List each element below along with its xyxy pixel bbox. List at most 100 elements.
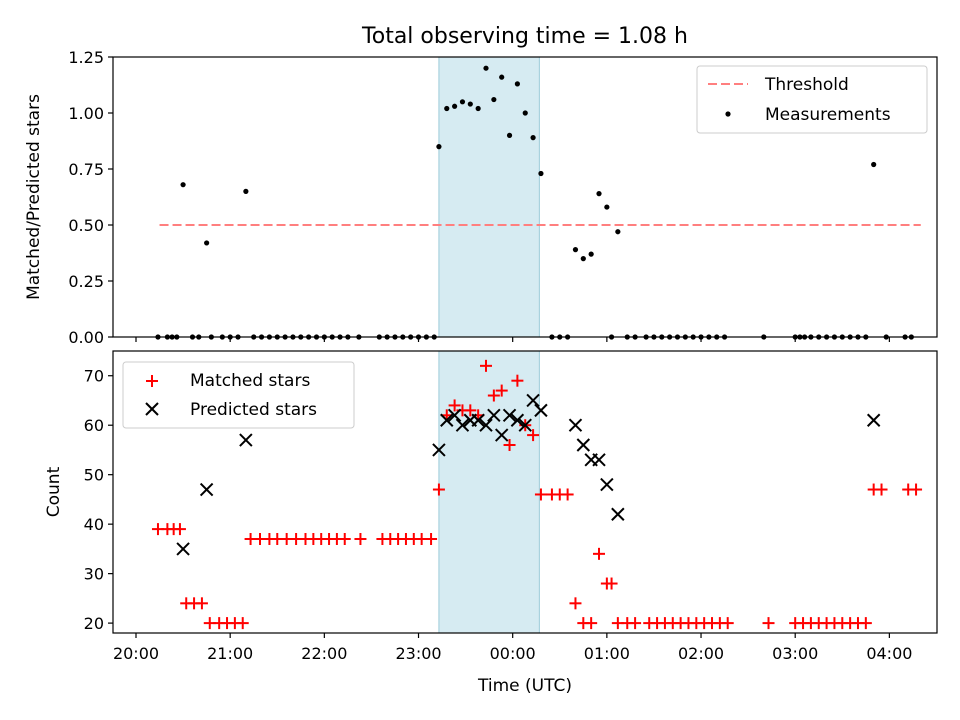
bottom-xtick-label: 22:00 <box>301 644 347 663</box>
measurement-point <box>538 170 544 177</box>
top-legend-box <box>696 65 928 134</box>
predicted-star-point <box>502 408 517 423</box>
matched-star-point <box>527 429 540 442</box>
measurement-point <box>530 135 536 141</box>
predicted-star-point <box>239 433 253 447</box>
measurement-point <box>580 256 586 262</box>
measurement-point <box>243 188 249 194</box>
matched-star-point <box>605 577 618 590</box>
measurement-point <box>444 105 450 112</box>
matched-star-point <box>593 547 606 560</box>
predicted-star-point <box>479 418 493 432</box>
legend-threshold-label: Threshold <box>764 75 849 95</box>
predicted-star-point <box>510 413 525 427</box>
predicted-star-point <box>611 507 625 521</box>
matched-star-point <box>721 617 734 630</box>
predicted-star-point <box>568 418 583 432</box>
matched-star-point <box>762 617 775 630</box>
predicted-star-point <box>199 482 214 497</box>
matched-star-point <box>448 399 461 412</box>
measurement-point <box>483 65 489 71</box>
predicted-star-point <box>455 418 470 432</box>
bottom-ytick-label: 20 <box>84 614 104 633</box>
matched-star-point <box>495 384 508 397</box>
bottom-xtick-label: 03:00 <box>772 644 818 663</box>
measurement-point <box>204 240 210 246</box>
predicted-star-point <box>487 408 501 423</box>
matched-star-point <box>629 617 642 630</box>
predicted-stars-series <box>176 393 881 556</box>
matched-star-point <box>480 359 493 372</box>
bottom-axes-frame <box>112 350 938 634</box>
bottom-xtick-label: 20:00 <box>113 644 159 663</box>
bottom-ytick-label: 30 <box>84 565 104 584</box>
bottom-legend-box <box>122 361 355 429</box>
predicted-star-point <box>176 542 190 556</box>
measurement-point <box>180 182 186 188</box>
top-axes-frame <box>112 56 938 338</box>
matched-star-point <box>338 533 351 545</box>
measurement-point <box>475 105 481 112</box>
matched-star-point <box>354 533 367 545</box>
legend-measurements-swatch <box>725 111 731 117</box>
matched-star-point <box>561 488 574 501</box>
measurement-point <box>596 191 602 197</box>
bottom-ylabel: Count <box>44 466 64 517</box>
bottom-xtick-label: 21:00 <box>207 644 253 663</box>
measurement-point <box>459 99 466 105</box>
bottom-xtick-label: 23:00 <box>395 644 441 663</box>
top-ytick-label: 0.25 <box>68 272 104 291</box>
matched-star-point <box>511 374 524 387</box>
top-ytick-label: 1.00 <box>68 104 104 123</box>
measurement-point <box>506 132 513 138</box>
bottom-ytick-label: 40 <box>84 515 104 534</box>
measurement-point <box>604 204 610 210</box>
legend-predicted-label: Predicted stars <box>190 400 317 420</box>
bottom-xtick-label: 01:00 <box>584 644 630 663</box>
matched-star-point <box>432 483 445 496</box>
matched-star-point <box>910 483 923 496</box>
bottom-xtick-label: 00:00 <box>490 644 536 663</box>
predicted-star-point <box>494 428 509 442</box>
matched-star-point <box>585 617 598 630</box>
bottom-y-ticks: 20 30 40 50 60 70 <box>84 367 113 633</box>
predicted-star-point <box>447 408 462 423</box>
predicted-star-point <box>600 477 614 492</box>
predicted-star-point <box>518 418 532 432</box>
top-ytick-label: 1.25 <box>68 48 104 67</box>
matched-star-point <box>195 597 208 610</box>
top-panel: Total observing time = 1.08 h 0.00 0.25 0.… <box>24 24 938 347</box>
predicted-star-point <box>526 393 540 408</box>
top-ytick-label: 0.75 <box>68 160 104 179</box>
measurement-point <box>588 251 594 257</box>
matched-star-point <box>859 617 872 630</box>
matched-star-point <box>534 488 547 501</box>
bottom-shaded-interval <box>438 350 540 634</box>
top-shaded-interval <box>438 56 540 338</box>
predicted-star-point <box>576 438 591 452</box>
top-legend: Threshold Measurements <box>696 65 928 134</box>
predicted-star-point <box>592 453 606 467</box>
measurement-point <box>514 81 520 87</box>
matched-star-point <box>236 617 249 630</box>
bottom-xlabel: Time (UTC) <box>477 676 572 696</box>
bottom-xtick-label: 04:00 <box>866 644 912 663</box>
predicted-star-point <box>534 403 548 418</box>
matched-star-point <box>875 483 888 496</box>
predicted-star-point <box>432 443 446 457</box>
legend-matched-swatch <box>146 375 158 387</box>
matched-star-point <box>425 533 438 545</box>
measurement-point <box>491 96 497 103</box>
predicted-star-point <box>471 413 485 427</box>
measurement-point <box>499 74 505 80</box>
legend-matched-label: Matched stars <box>190 371 310 391</box>
top-title: Total observing time = 1.08 h <box>361 24 688 49</box>
measurement-point <box>871 161 877 168</box>
matched-star-point <box>569 597 582 610</box>
legend-predicted-swatch <box>145 402 159 416</box>
matched-star-point <box>487 389 500 402</box>
top-ytick-label: 0.00 <box>68 328 104 347</box>
bottom-ytick-label: 60 <box>84 416 104 435</box>
matched-stars-series <box>151 359 923 630</box>
